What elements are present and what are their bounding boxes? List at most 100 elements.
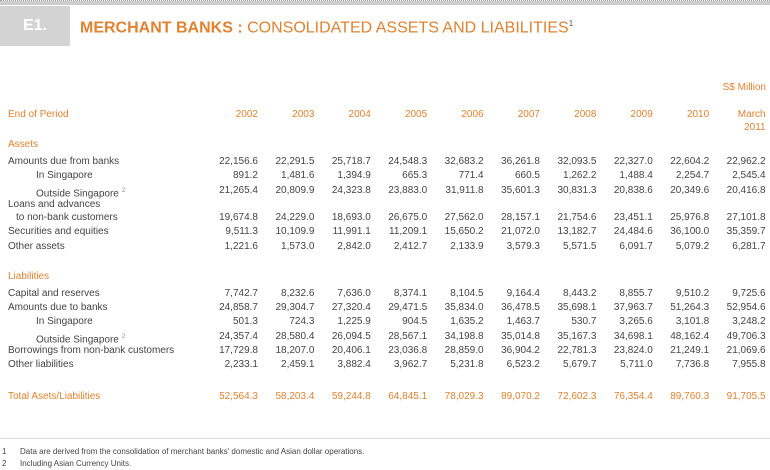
cell-value: 23,883.0 xyxy=(388,184,428,196)
cell-value: 18,693.0 xyxy=(331,211,371,223)
title-regular: CONSOLIDATED ASSETS AND LIABILITIES xyxy=(247,19,569,37)
total-value: 59,244.8 xyxy=(331,390,371,402)
title-note: 1 xyxy=(568,19,574,28)
cell-value: 6,091.7 xyxy=(619,240,653,252)
cell-value: 29,304.7 xyxy=(275,302,315,314)
total-value: 91,705.5 xyxy=(726,390,766,402)
cell-value: 29,471.5 xyxy=(388,302,428,314)
cell-value: 24,357.4 xyxy=(219,330,258,342)
cell-value: 15,650.2 xyxy=(444,226,484,238)
rule xyxy=(0,1,770,2)
cell-value: 10,109.9 xyxy=(275,226,315,238)
section-title: Assets xyxy=(8,139,39,150)
rule xyxy=(0,0,770,1)
cell-value: 1,394.9 xyxy=(337,170,371,182)
cell-value: 18,207.0 xyxy=(275,345,315,356)
cell-value: 21,249.1 xyxy=(670,345,710,356)
total-value: 78,029.3 xyxy=(444,390,484,402)
total-label: Total Asets/Liabilities xyxy=(8,390,101,402)
row-note: 2 xyxy=(121,187,126,194)
cell-value: 3,882.4 xyxy=(337,359,371,371)
cell-value: 24,323.8 xyxy=(331,184,371,196)
cell-value: 5,711.0 xyxy=(620,359,653,371)
cell-value: 1,221.6 xyxy=(224,240,258,252)
row-label: Borrowings from non-bank customers xyxy=(8,345,175,356)
row-label: In Singapore xyxy=(36,316,93,328)
total-value: 89,760.3 xyxy=(670,390,710,402)
cell-value: 36,100.0 xyxy=(670,226,710,238)
cell-value: 7,736.8 xyxy=(675,359,710,371)
cell-value: 11,991.1 xyxy=(332,226,371,238)
cell-value: 35,167.3 xyxy=(557,330,597,342)
row-label: Outside Singapore 2 xyxy=(36,187,126,199)
cell-value: 23,451.1 xyxy=(613,211,653,223)
cell-value: 27,101.8 xyxy=(726,211,766,223)
cell-value: 23,036.8 xyxy=(388,345,428,356)
cell-value: 26,094.5 xyxy=(331,330,371,342)
cell-value: 35,014.8 xyxy=(501,330,540,342)
cell-value: 22,291.5 xyxy=(275,156,315,167)
cell-value: 2,254.7 xyxy=(675,170,710,182)
cell-value: 3,101.8 xyxy=(675,316,710,328)
cell-value: 51,264.3 xyxy=(670,302,710,314)
cell-value: 2,842.0 xyxy=(337,240,371,252)
column-header: 2007 xyxy=(517,109,540,120)
cell-value: 2,133.9 xyxy=(450,240,484,252)
cell-value: 34,198.8 xyxy=(444,330,484,342)
total-value: 58,203.4 xyxy=(275,390,315,402)
cell-value: 22,327.0 xyxy=(613,156,653,167)
cell-value: 24,548.3 xyxy=(388,156,428,167)
cell-value: 1,463.7 xyxy=(506,316,540,328)
cell-value: 19,674.8 xyxy=(219,211,258,223)
cell-value: 2,459.1 xyxy=(281,359,315,371)
cell-value: 22,156.6 xyxy=(219,156,258,167)
cell-value: 52,954.6 xyxy=(726,302,766,314)
page-title: MERCHANT BANKS : CONSOLIDATED ASSETS AND… xyxy=(80,19,573,37)
total-value: 64,845.1 xyxy=(388,390,428,402)
row-label: to non-bank customers xyxy=(16,211,118,223)
cell-value: 21,265.4 xyxy=(219,184,258,196)
cell-value: 25,718.7 xyxy=(331,156,371,167)
rule xyxy=(0,3,770,4)
column-header: 2009 xyxy=(630,109,653,120)
column-header: 2005 xyxy=(404,109,428,120)
column-header: 2003 xyxy=(292,109,315,120)
column-header: 2006 xyxy=(461,109,484,120)
cell-value: 17,729.8 xyxy=(219,345,258,356)
cell-value: 13,182.7 xyxy=(557,226,597,238)
cell-value: 21,069.6 xyxy=(726,345,766,356)
cell-value: 3,248.2 xyxy=(732,316,766,328)
cell-value: 8,855.7 xyxy=(619,287,653,299)
cell-value: 35,698.1 xyxy=(557,302,597,314)
cell-value: 20,406.1 xyxy=(331,345,371,356)
row-label: Amounts due to banks xyxy=(8,302,108,314)
row-label: Outside Singapore 2 xyxy=(36,333,126,346)
cell-value: 501.3 xyxy=(232,316,258,328)
cell-value: 9,511.3 xyxy=(225,226,258,238)
footnote-text: Data are derived from the consolidation … xyxy=(20,447,365,456)
row-label: Loans and advances xyxy=(8,198,101,210)
cell-value: 30,831.3 xyxy=(557,184,597,196)
cell-value: 27,320.4 xyxy=(331,302,371,314)
cell-value: 3,579.3 xyxy=(506,240,540,252)
cell-value: 904.5 xyxy=(402,316,428,328)
cell-value: 20,838.6 xyxy=(613,184,653,196)
cell-value: 5,571.5 xyxy=(563,240,597,252)
cell-value: 1,225.9 xyxy=(337,316,371,328)
cell-value: 9,725.6 xyxy=(732,287,766,299)
cell-value: 891.2 xyxy=(232,170,258,182)
cell-value: 24,484.6 xyxy=(613,226,653,238)
cell-value: 28,567.1 xyxy=(388,330,428,342)
divider xyxy=(0,438,770,439)
unit: S$ Million xyxy=(722,82,766,93)
column-header: 2011 xyxy=(744,122,766,133)
rule xyxy=(0,2,770,3)
total-value: 89,070.2 xyxy=(501,390,540,402)
cell-value: 28,580.4 xyxy=(275,330,315,342)
total-value: 52,564.3 xyxy=(219,390,258,402)
cell-value: 31,911.8 xyxy=(445,184,484,196)
cell-value: 5,679.7 xyxy=(563,359,597,371)
cell-value: 2,412.7 xyxy=(393,240,428,252)
column-header: 2010 xyxy=(686,109,710,120)
